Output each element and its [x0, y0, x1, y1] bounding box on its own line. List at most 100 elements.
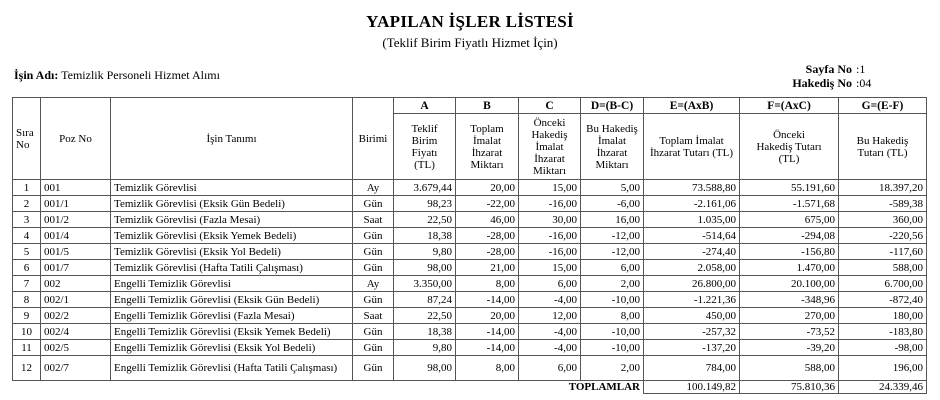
cell-tanim: Engelli Temizlik Görevlisi (Eksik Gün Be… — [110, 291, 353, 308]
cell-tanim: Temizlik Görevlisi (Fazla Mesai) — [110, 211, 353, 228]
cell-birim: Saat — [352, 307, 394, 324]
cell-a: 98,00 — [393, 259, 456, 276]
cell-poz: 001/1 — [40, 195, 111, 212]
col-d-letter: D=(B-C) — [580, 97, 644, 114]
col-c-letter: C — [518, 97, 581, 114]
cell-birim: Gün — [352, 243, 394, 260]
cell-b: -28,00 — [455, 243, 519, 260]
cell-e: -514,64 — [643, 227, 740, 244]
cell-c: 6,00 — [518, 275, 581, 292]
table-row: 3 001/2 Temizlik Görevlisi (Fazla Mesai) Sa… — [12, 211, 927, 228]
cell-f: 675,00 — [739, 211, 839, 228]
cell-poz: 001 — [40, 179, 111, 196]
cell-e: 26.800,00 — [643, 275, 740, 292]
cell-c: 30,00 — [518, 211, 581, 228]
cell-g: -183,80 — [838, 323, 927, 340]
cell-f: -348,96 — [739, 291, 839, 308]
cell-tanim: Temizlik Görevlisi (Eksik Yol Bedeli) — [110, 243, 353, 260]
cell-sira: 11 — [12, 339, 41, 356]
cell-f: 1.470,00 — [739, 259, 839, 276]
cell-e: -274,40 — [643, 243, 740, 260]
cell-g: 196,00 — [838, 355, 927, 381]
col-f-letter: F=(AxC) — [739, 97, 839, 114]
cell-d: 6,00 — [580, 259, 644, 276]
cell-poz: 002/2 — [40, 307, 111, 324]
cell-tanim: Engelli Temizlik Görevlisi (Eksik Yemek … — [110, 323, 353, 340]
table-row: 9 002/2 Engelli Temizlik Görevlisi (Fazla … — [12, 307, 927, 324]
cell-b: -28,00 — [455, 227, 519, 244]
col-d: Bu Hakediş İmalat İhzarat Miktarı — [580, 113, 644, 180]
cell-g: 180,00 — [838, 307, 927, 324]
cell-g: 360,00 — [838, 211, 927, 228]
cell-d: 5,00 — [580, 179, 644, 196]
cell-e: 73.588,80 — [643, 179, 740, 196]
total-e: 100.149,82 — [643, 380, 740, 394]
cell-e: -257,32 — [643, 323, 740, 340]
cell-d: 2,00 — [580, 355, 644, 381]
cell-b: 46,00 — [455, 211, 519, 228]
cell-g: -117,60 — [838, 243, 927, 260]
col-a: Teklif Birim Fiyatı (TL) — [393, 113, 456, 180]
cell-c: -4,00 — [518, 339, 581, 356]
cell-a: 98,23 — [393, 195, 456, 212]
cell-f: -294,08 — [739, 227, 839, 244]
cell-d: 8,00 — [580, 307, 644, 324]
cell-poz: 001/2 — [40, 211, 111, 228]
cell-g: 588,00 — [838, 259, 927, 276]
cell-c: 6,00 — [518, 355, 581, 381]
cell-sira: 4 — [12, 227, 41, 244]
cell-f: -39,20 — [739, 339, 839, 356]
cell-sira: 3 — [12, 211, 41, 228]
cell-a: 87,24 — [393, 291, 456, 308]
cell-poz: 002/7 — [40, 355, 111, 381]
cell-e: 2.058,00 — [643, 259, 740, 276]
cell-birim: Gün — [352, 323, 394, 340]
cell-d: -6,00 — [580, 195, 644, 212]
col-e-letter: E=(AxB) — [643, 97, 740, 114]
table-row: 7 002 Engelli Temizlik Görevlisi Ay 3.350,00… — [12, 275, 927, 292]
table-row: 12 002/7 Engelli Temizlik Görevlisi (Hafta… — [12, 355, 927, 381]
cell-f: -156,80 — [739, 243, 839, 260]
cell-birim: Gün — [352, 339, 394, 356]
cell-tanim: Engelli Temizlik Görevlisi (Eksik Yol Be… — [110, 339, 353, 356]
page-label: Sayfa No — [805, 62, 852, 76]
cell-f: 588,00 — [739, 355, 839, 381]
cell-tanim: Temizlik Görevlisi (Eksik Yemek Bedeli) — [110, 227, 353, 244]
cell-d: -12,00 — [580, 227, 644, 244]
cell-f: -1.571,68 — [739, 195, 839, 212]
cell-c: 15,00 — [518, 259, 581, 276]
cell-c: -4,00 — [518, 323, 581, 340]
cell-birim: Saat — [352, 211, 394, 228]
page-value: :1 — [856, 62, 866, 76]
cell-e: -2.161,06 — [643, 195, 740, 212]
cell-e: 784,00 — [643, 355, 740, 381]
cell-tanim: Temizlik Görevlisi (Eksik Gün Bedeli) — [110, 195, 353, 212]
cell-b: 20,00 — [455, 179, 519, 196]
table-row: 11 002/5 Engelli Temizlik Görevlisi (Eksik… — [12, 339, 927, 356]
cell-f: -73,52 — [739, 323, 839, 340]
cell-g: -589,38 — [838, 195, 927, 212]
table-row: 2 001/1 Temizlik Görevlisi (Eksik Gün Bede… — [12, 195, 927, 212]
cell-d: 2,00 — [580, 275, 644, 292]
table-row: 1 001 Temizlik Görevlisi Ay 3.679,44 20,00 15,… — [12, 179, 927, 196]
cell-sira: 1 — [12, 179, 41, 196]
cell-birim: Gün — [352, 291, 394, 308]
cell-d: -12,00 — [580, 243, 644, 260]
cell-g: 6.700,00 — [838, 275, 927, 292]
cell-e: -1.221,36 — [643, 291, 740, 308]
cell-tanim: Engelli Temizlik Görevlisi (Fazla Mesai) — [110, 307, 353, 324]
col-tanim: İşin Tanımı — [110, 97, 353, 180]
table-row: 8 002/1 Engelli Temizlik Görevlisi (Eksik … — [12, 291, 927, 308]
cell-sira: 6 — [12, 259, 41, 276]
cell-sira: 2 — [12, 195, 41, 212]
cell-g: 18.397,20 — [838, 179, 927, 196]
cell-d: -10,00 — [580, 323, 644, 340]
cell-f: 55.191,60 — [739, 179, 839, 196]
cell-a: 9,80 — [393, 339, 456, 356]
col-c: Önceki Hakediş İmalat İhzarat Miktarı — [518, 113, 581, 180]
document-meta: Sayfa No:1 Hakediş No:04 — [760, 62, 871, 90]
table-row: 6 001/7 Temizlik Görevlisi (Hafta Tatili Ç… — [12, 259, 927, 276]
cell-a: 22,50 — [393, 211, 456, 228]
cell-a: 3.679,44 — [393, 179, 456, 196]
cell-a: 9,80 — [393, 243, 456, 260]
